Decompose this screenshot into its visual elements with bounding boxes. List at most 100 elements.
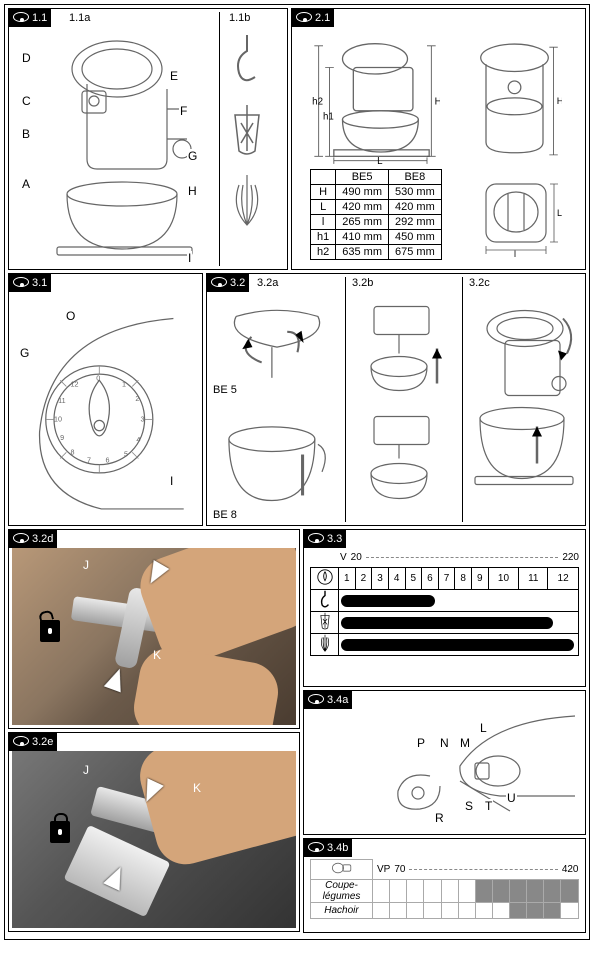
callout-S: S [464, 799, 474, 813]
svg-text:2: 2 [135, 394, 139, 403]
callout-I: I [169, 474, 174, 488]
svg-text:5: 5 [124, 449, 128, 458]
speed-bar-whisk [341, 639, 574, 651]
callout-O: O [65, 309, 76, 323]
dial-diagram: 012 345 678 91011 12 [19, 296, 194, 516]
eye-icon [308, 694, 324, 707]
lock-closed-icon [50, 821, 70, 843]
panel-3-4b: 3.4b VP 70 420 [303, 838, 586, 933]
scale-min: 20 [351, 552, 362, 563]
panel-tag: 3.2e [9, 733, 57, 751]
diag-3-2b [349, 296, 459, 521]
panel-3-2d: 3.2d J K [8, 529, 300, 729]
eye-icon [308, 533, 324, 546]
dial-mini-icon [311, 568, 339, 590]
panel-num: 3.4b [327, 842, 348, 854]
panel-num: 3.2 [230, 277, 245, 289]
svg-text:10: 10 [54, 414, 62, 423]
sub-1-1b: 1.1b [229, 12, 250, 24]
panel-tag: 3.4a [304, 691, 352, 709]
callout-M: M [459, 736, 471, 750]
panel-3-3: 3.3 V 20 220 123456789101112 [303, 529, 586, 687]
dims-front: h2 h1 L H [310, 35, 440, 165]
callout-P: P [416, 736, 426, 750]
svg-text:6: 6 [105, 456, 109, 465]
tools-column: V W X [227, 33, 282, 233]
vp-min: 70 [394, 864, 405, 875]
svg-text:L: L [377, 156, 383, 165]
callout-T: T [484, 799, 493, 813]
callout-A: A [21, 177, 31, 191]
svg-text:8: 8 [70, 447, 74, 456]
right-col: 3.3 V 20 220 123456789101112 [303, 529, 586, 933]
arrow-icon [104, 666, 128, 693]
panel-3-4a: 3.4a L M N P R S T [303, 690, 586, 835]
callout-R: R [434, 811, 445, 825]
callout-J: J [82, 558, 90, 572]
panel-tag: 1.1 [9, 9, 51, 27]
eye-icon [211, 277, 227, 290]
callout-G: G [187, 149, 198, 163]
sub-1-1a: 1.1a [69, 12, 90, 24]
panel-3-1: 3.1 012 345 678 [8, 273, 203, 526]
row-label: Hachoir [311, 903, 373, 919]
svg-text:h2: h2 [312, 96, 323, 107]
panel-2-1: 2.1 h2 h1 L H [291, 8, 586, 270]
panel-num: 1.1 [32, 12, 47, 24]
callout-H: H [187, 184, 198, 198]
divider [345, 277, 346, 522]
svg-text:L: L [557, 208, 562, 218]
sub-3-2c: 3.2c [469, 277, 490, 289]
svg-text:4: 4 [136, 435, 140, 444]
dims-top: l L [472, 174, 562, 259]
svg-text:h1: h1 [323, 111, 334, 122]
hook-icon [227, 33, 267, 88]
vp-label: VP [377, 864, 390, 875]
panel-num: 3.2e [32, 736, 53, 748]
lbl-be8: BE 8 [213, 509, 237, 521]
dims-table: BE5BE8 H490 mm530 mm L420 mm420 mm l265 … [310, 169, 442, 260]
callout-N: N [439, 736, 450, 750]
callout-E: E [169, 69, 179, 83]
callout-U: U [506, 791, 517, 805]
speed-table: 123456789101112 [310, 567, 579, 656]
panel-num: 3.2d [32, 533, 53, 545]
callout-K: K [152, 648, 162, 662]
svg-text:9: 9 [60, 433, 64, 442]
callout-D: D [21, 51, 32, 65]
panel-num: 3.3 [327, 533, 342, 545]
paddle-icon [227, 103, 267, 158]
svg-text:1: 1 [122, 379, 126, 388]
attachment-mini-icon [311, 860, 373, 880]
panel-1-1: 1.1 1.1a 1.1b D C [8, 8, 288, 270]
photo-unlock: J K [12, 548, 296, 725]
eye-icon [308, 842, 324, 855]
dims-side: H [467, 35, 562, 165]
divider [219, 12, 220, 266]
panel-num: 2.1 [315, 12, 330, 24]
paddle-mini-icon [311, 612, 339, 634]
panel-tag: 3.2 [207, 274, 249, 292]
panel-3-2e: 3.2e J K [8, 732, 300, 932]
vp-row-hachoir: Hachoir [311, 903, 579, 919]
panel-num: 3.4a [327, 694, 348, 706]
svg-text:0: 0 [96, 373, 100, 382]
mixer-diagram [27, 29, 207, 259]
callout-I: I [187, 251, 192, 265]
panel-num: 3.1 [32, 277, 47, 289]
vp-row-coupe: Coupe-légumes [311, 880, 579, 903]
speed-bar-paddle [341, 617, 553, 629]
vp-max: 420 [562, 864, 579, 875]
left-col: 3.2d J K 3.2e [8, 529, 300, 932]
svg-text:11: 11 [58, 396, 65, 405]
manual-page: 1.1 1.1a 1.1b D C [4, 4, 590, 940]
svg-text:H: H [557, 96, 562, 107]
diag-3-2a [213, 296, 341, 521]
photo-lock: J K [12, 751, 296, 928]
callout-L: L [479, 721, 488, 735]
panel-tag: 3.3 [304, 530, 346, 548]
panel-tag: 3.4b [304, 839, 352, 857]
svg-text:7: 7 [87, 456, 91, 465]
svg-text:12: 12 [70, 379, 78, 388]
v-label: V [340, 552, 347, 563]
